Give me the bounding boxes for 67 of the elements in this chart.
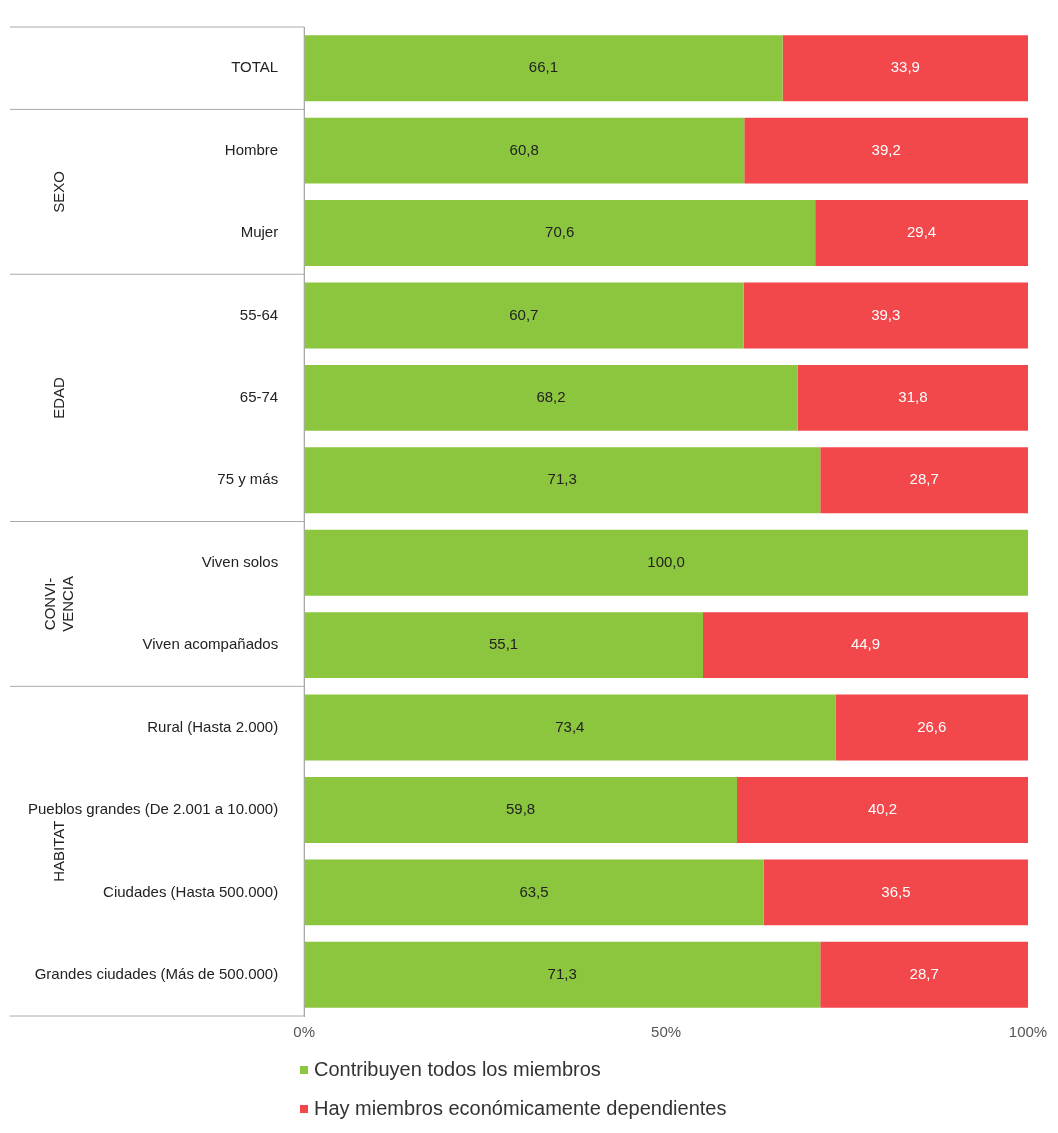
y-tick-label: 55-64 <box>239 305 279 323</box>
y-tick-label: Grandes ciudades (Más de 500.000) <box>34 964 279 982</box>
bar <box>304 859 764 926</box>
bar <box>304 529 1028 596</box>
bar <box>304 447 821 514</box>
data-label: 28,7 <box>909 470 939 488</box>
bar <box>815 200 1028 267</box>
x-tick-label: 100% <box>1008 1023 1048 1041</box>
y-tick-label: Hombre <box>224 140 279 158</box>
data-label: 100,0 <box>647 552 685 570</box>
text: HABITAT <box>50 820 68 882</box>
bar <box>820 941 1028 1008</box>
data-label: 59,8 <box>506 800 536 818</box>
bar <box>304 200 816 267</box>
bar <box>304 117 745 184</box>
bar <box>737 776 1028 843</box>
y-tick-label: 75 y más <box>217 470 279 488</box>
bar <box>304 35 783 102</box>
bar <box>703 612 1028 679</box>
legend-label: Hay miembros económicamente dependientes <box>314 1097 727 1120</box>
bar <box>797 364 1028 431</box>
text: EDAD <box>50 376 68 419</box>
bar <box>744 117 1028 184</box>
bar <box>763 859 1028 926</box>
data-label: 39,3 <box>871 305 901 323</box>
y-tick-label: Mujer <box>240 223 279 241</box>
bar <box>835 694 1028 761</box>
text: SEXO <box>50 170 68 213</box>
data-label: 44,9 <box>850 635 881 653</box>
data-label: 28,7 <box>909 964 939 982</box>
legend-label: Contribuyen todos los miembros <box>314 1058 601 1081</box>
data-label: 70,6 <box>545 223 575 241</box>
bar <box>820 447 1028 514</box>
y-tick-label: TOTAL <box>231 58 279 76</box>
data-label: 29,4 <box>907 223 937 241</box>
data-label: 39,2 <box>871 140 901 158</box>
y-tick-label: Rural (Hasta 2.000) <box>147 717 279 735</box>
y-tick-label: Viven solos <box>201 552 279 570</box>
data-label: 63,5 <box>519 882 549 900</box>
data-label: 40,2 <box>867 800 898 818</box>
data-label: 68,2 <box>536 388 566 406</box>
data-label: 55,1 <box>488 635 519 653</box>
data-label: 36,5 <box>881 882 911 900</box>
y-tick-label: Viven acompañados <box>142 635 279 653</box>
x-tick-label: 0% <box>293 1023 316 1041</box>
bar <box>304 941 821 1008</box>
data-label: 71,3 <box>547 470 577 488</box>
data-label: 33,9 <box>890 58 920 76</box>
y-tick-label: Ciudades (Hasta 500.000) <box>103 882 279 900</box>
bar <box>743 282 1028 349</box>
data-label: 26,6 <box>917 717 947 735</box>
data-label: 66,1 <box>528 58 558 76</box>
data-label: 71,3 <box>547 964 577 982</box>
data-label: 31,8 <box>898 388 928 406</box>
bar <box>304 694 836 761</box>
bar <box>304 612 703 679</box>
x-tick-label: 50% <box>651 1023 682 1041</box>
bar <box>782 35 1028 102</box>
data-label: 60,7 <box>509 305 539 323</box>
y-tick-label: Pueblos grandes (De 2.001 a 10.000) <box>27 800 279 818</box>
bar <box>304 776 738 843</box>
y-tick-label: 65-74 <box>239 388 279 406</box>
data-label: 73,4 <box>555 717 585 735</box>
data-label: 60,8 <box>509 140 539 158</box>
bar <box>304 364 798 431</box>
text: CONVI- VENCIA <box>41 575 77 632</box>
bar <box>304 282 744 349</box>
